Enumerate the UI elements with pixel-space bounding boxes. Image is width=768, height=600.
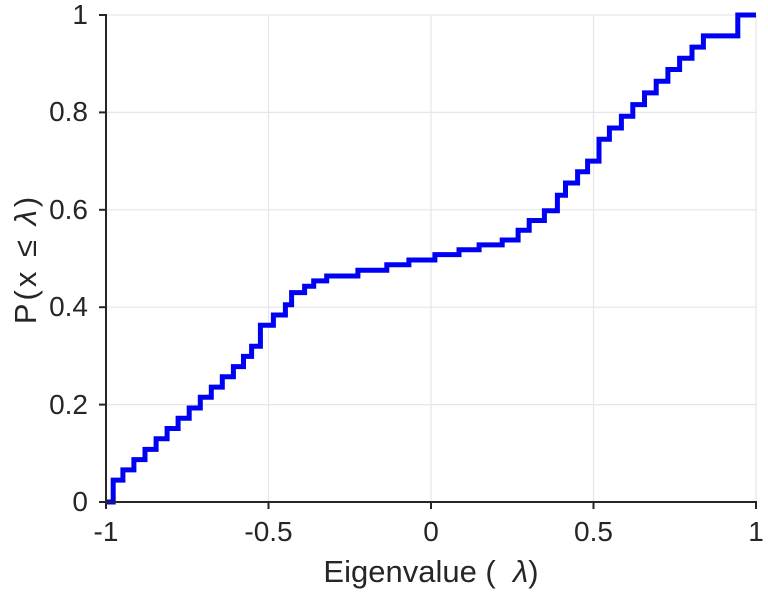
x-tick-label: 0 — [423, 516, 439, 547]
x-tick-label: 1 — [748, 516, 764, 547]
ecdf-stairs-line — [106, 12, 756, 505]
y-tick-label: 1 — [72, 0, 88, 30]
y-tick-label: 0 — [72, 486, 88, 517]
x-tick-label: -1 — [93, 516, 119, 547]
x-tick-label: 0.5 — [574, 516, 613, 547]
lambda-symbol: λ — [512, 554, 529, 589]
x-axis-label-close: ) — [528, 554, 539, 589]
x-axis-label-text: Eigenvalue ( — [323, 554, 513, 589]
y-axis-label: P(x ≤ λ) — [8, 154, 43, 364]
y-tick-label: 0.8 — [49, 96, 88, 128]
x-axis-label: Eigenvalue ( λ) — [106, 556, 756, 587]
y-tick-label: 0.6 — [49, 193, 88, 225]
y-tick-label: 0.2 — [49, 388, 88, 420]
y-tick-label: 0.4 — [49, 291, 88, 323]
x-tick-label: -0.5 — [244, 516, 293, 547]
